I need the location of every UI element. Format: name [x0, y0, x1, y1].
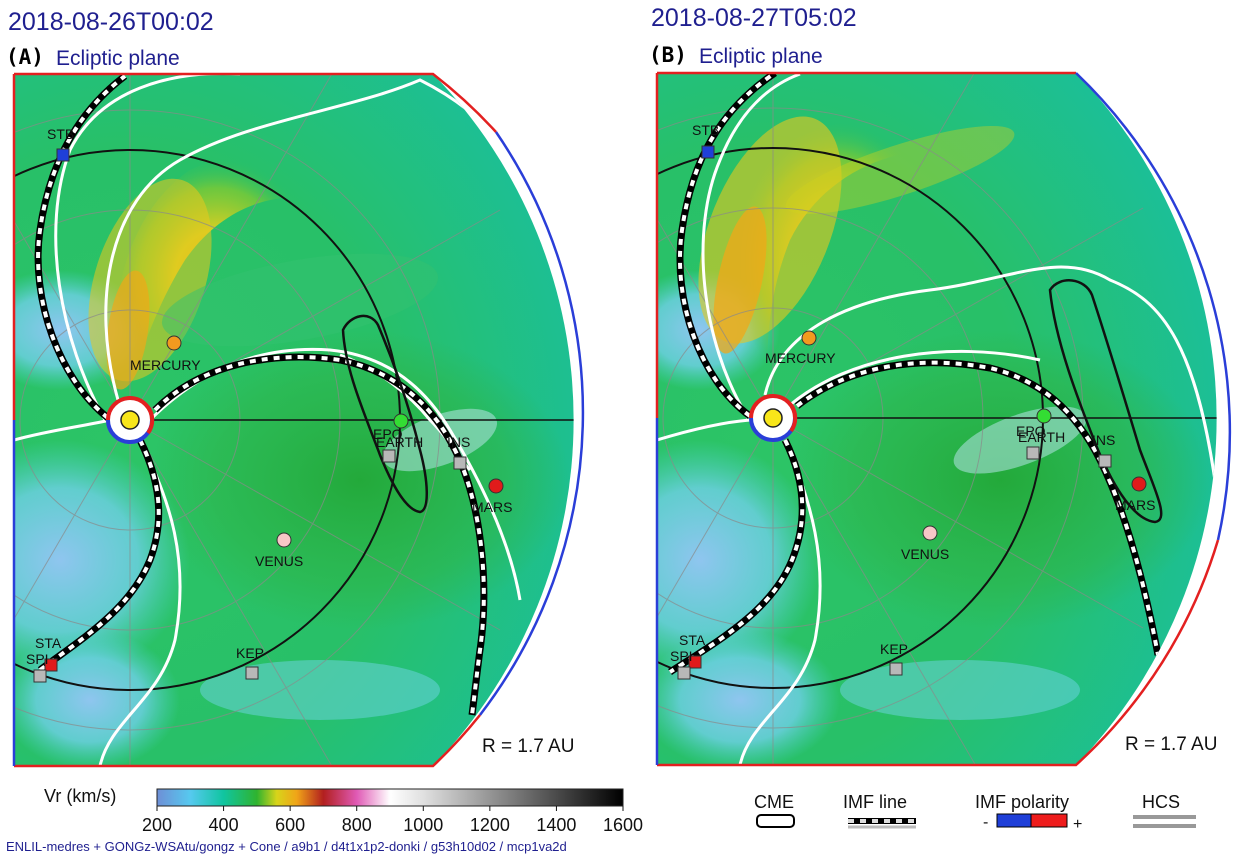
panel-a-kep-marker	[245, 666, 259, 680]
legend-hcs-label: HCS	[1142, 792, 1180, 812]
panel-a-cme-contour	[341, 314, 428, 514]
panel-b-kep-marker	[889, 662, 903, 676]
colorbar-tick-label: 1600	[603, 815, 643, 835]
panel-a-ins-marker	[453, 456, 467, 470]
panel-a-mercury-marker	[166, 335, 182, 351]
panel-b-ins-label: INS	[1092, 432, 1115, 448]
panel-a-sta-label: STA	[35, 635, 62, 651]
panel-a-epo-label: EPO	[373, 426, 403, 442]
panel-b-venus-marker	[922, 525, 938, 541]
panel-a-label: (A)	[6, 45, 44, 69]
colorbar-tick-label: 400	[209, 815, 239, 835]
legend-cme-label: CME	[754, 792, 794, 812]
colorbar-label: Vr (km/s)	[44, 786, 116, 806]
footer-model-info: ENLIL-medres + GONGz-WSAtu/gongz + Cone …	[6, 839, 567, 854]
panel-b-epo-marker	[1026, 446, 1040, 460]
panel-b-epo-label: EPO	[1016, 423, 1046, 439]
panel-a: 2018-08-26T00:02 (A) Ecliptic plane	[6, 8, 585, 768]
panel-a-stb-marker	[56, 148, 70, 162]
panel-a-plane: Ecliptic plane	[56, 47, 180, 70]
legend-polarity-positive	[1030, 813, 1068, 828]
panel-b-label: (B)	[649, 43, 687, 67]
panel-a-radius-label: R = 1.7 AU	[482, 736, 574, 757]
colorbar-tick-label: 1000	[403, 815, 443, 835]
colorbar-tick-label: 1400	[536, 815, 576, 835]
panel-b-earth-label: EARTH	[1018, 429, 1065, 445]
colorbar-tick-label: 1200	[470, 815, 510, 835]
panel-a-mercury-label: MERCURY	[130, 357, 201, 373]
legend-imf-polarity-label: IMF polarity	[975, 792, 1069, 812]
panel-b-earth-marker	[1036, 408, 1052, 424]
panel-b-sun	[749, 394, 798, 442]
legend-polarity-plus: +	[1073, 816, 1082, 833]
panel-b-timestamp: 2018-08-27T05:02	[651, 4, 857, 32]
legend-polarity-negative	[996, 813, 1032, 828]
panel-a-timestamp: 2018-08-26T00:02	[8, 8, 214, 36]
panel-a-spi-marker	[33, 669, 47, 683]
panel-b-ins-marker	[1098, 454, 1112, 468]
panel-b-spi-marker	[677, 666, 691, 680]
panel-a-earth-label: EARTH	[376, 434, 423, 450]
panel-a-mars-label: MARS	[472, 499, 512, 515]
panel-a-earth-marker	[393, 413, 409, 429]
panel-a-venus-marker	[276, 532, 292, 548]
colorbar-tick-label: 600	[275, 815, 305, 835]
panel-b-kep-label: KEP	[880, 641, 908, 657]
legend-imf-line-label: IMF line	[843, 792, 907, 812]
colorbar-gradient	[156, 788, 624, 807]
panel-b-radius-label: R = 1.7 AU	[1125, 734, 1217, 755]
legend-polarity-minus: -	[983, 814, 988, 831]
colorbar: Vr (km/s) 200 400 600 800 1000 1200 1400 1600	[44, 786, 643, 835]
panel-a-kep-label: KEP	[236, 645, 264, 661]
panel-a-sta-marker	[44, 658, 58, 672]
panel-b-sta-marker	[688, 655, 702, 669]
colorbar-ticks: 200 400 600 800 1000 1200 1400 1600	[142, 806, 643, 835]
panel-a-mars-marker	[488, 478, 504, 494]
panel-a-spi-label: SPI	[26, 651, 49, 667]
legend: CME IMF line IMF polarity - + HCS	[754, 792, 1196, 833]
colorbar-tick-label: 200	[142, 815, 172, 835]
panel-b-stb-marker	[701, 145, 715, 159]
colorbar-tick-label: 800	[342, 815, 372, 835]
panel-b-plane: Ecliptic plane	[699, 45, 823, 68]
panel-a-sun	[106, 396, 155, 444]
panel-b-mercury-label: MERCURY	[765, 350, 836, 366]
panel-b-mars-label: MARS	[1115, 497, 1155, 513]
panel-a-stb-label: STB	[47, 126, 74, 142]
panel-b-velocity-map	[657, 73, 1217, 765]
panel-b-cme-contour	[1048, 279, 1163, 524]
panel-a-epo-marker	[382, 449, 396, 463]
panel-b-sta-label: STA	[679, 632, 706, 648]
panel-b-stb-label: STB	[692, 122, 719, 138]
panel-a-ins-label: INS	[447, 434, 470, 450]
panel-b: 2018-08-27T05:02 (B) Ecliptic plane	[649, 4, 1232, 767]
panel-b-mars-marker	[1131, 476, 1147, 492]
legend-cme-symbol	[756, 814, 795, 828]
panel-a-venus-label: VENUS	[255, 553, 303, 569]
panel-a-velocity-map	[14, 74, 574, 766]
panel-b-venus-label: VENUS	[901, 546, 949, 562]
panel-b-spi-label: SPI	[670, 648, 693, 664]
panel-b-mercury-marker	[801, 330, 817, 346]
